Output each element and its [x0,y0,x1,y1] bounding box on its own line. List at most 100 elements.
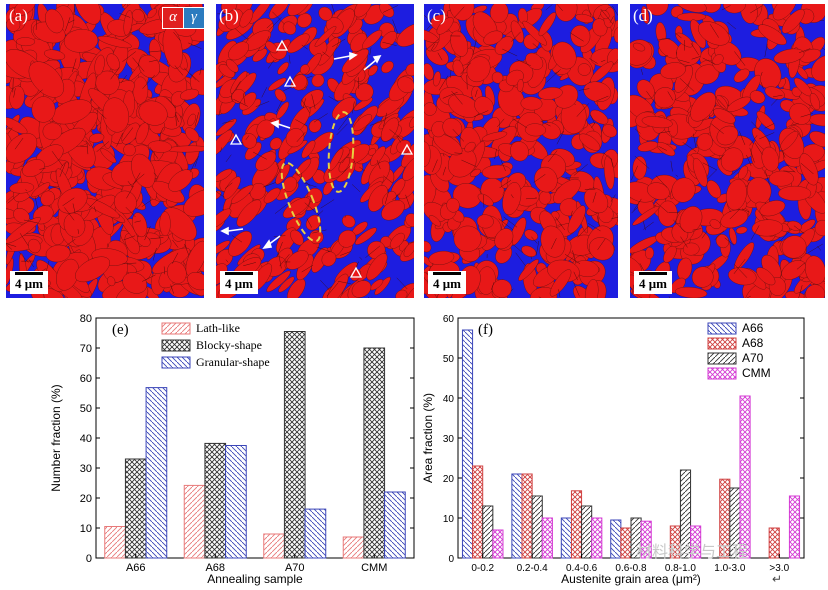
grain-texture [216,4,414,298]
scale-bar-c: 4 μm [428,271,466,294]
bar-blocky-shape-0 [124,458,147,559]
panel-label-b: (b) [219,6,239,25]
legend-label: Granular-shape [196,355,270,369]
bar-a66-1 [511,473,523,559]
panel-label-d: (d) [633,6,653,25]
x-tick-label: CMM [361,562,387,574]
legend-swatch [707,367,737,380]
scale-bar-text: 4 μm [225,276,253,291]
y-tick-label: 30 [443,434,455,445]
bar-cmm-3 [640,520,652,559]
micrograph-panel-d: (d) 4 μm [630,4,825,298]
y-tick-label: 40 [80,433,92,445]
chart-e: 0 10 20 30 40 50 60 70 80 A66 A68 A70 CMM Annealing s… [42,312,418,590]
bar-a66-2 [560,517,572,559]
micrograph-a-image [6,4,204,298]
bar-a66-3 [610,519,622,559]
scale-bar-b: 4 μm [220,271,258,294]
triangle-marker-4 [400,143,414,155]
grain-texture [6,4,204,298]
y-tick-label: 0 [86,553,92,565]
scale-bar-line [433,272,461,275]
legend-label: A68 [742,336,764,350]
micrograph-b-image [216,4,414,298]
x-axis-label: Annealing sample [207,572,303,586]
legend-label: CMM [742,366,771,380]
scale-bar-a: 4 μm [10,271,48,294]
bar-cmm-0 [492,529,504,559]
legend-swatch [161,322,191,335]
scale-bar-text: 4 μm [639,276,667,291]
scale-bar-text: 4 μm [433,276,461,291]
bar-lath-like-2 [263,533,285,559]
grain-texture [424,4,618,298]
x-axis-label: Austenite grain area (μm²) [561,572,701,586]
annotations-b [220,39,414,278]
legend-label: Lath-like [196,321,240,335]
panel-label-a: (a) [9,6,28,25]
bar-a70-0 [482,505,494,559]
bar-a68-1 [521,473,533,559]
bar-lath-like-3 [342,536,365,559]
bar-granular-shape-2 [304,508,327,559]
x-tick-label: 0.8-1.0 [665,563,697,574]
y-tick-label: 50 [443,354,455,365]
bar-granular-shape-0 [145,387,168,559]
chart-f-svg: 0 10 20 30 40 50 60 0-0.2 0.2-0.4 0.4-0.6 0.6-0.8 0… [421,314,805,586]
bar-lath-like-1 [183,484,206,559]
micrograph-panel-b: (b) 4 μm [216,4,414,298]
scale-bar-line [639,272,667,275]
grain-texture [630,4,825,298]
bar-blocky-shape-3 [363,347,386,559]
bar-a70-2 [581,505,593,559]
x-tick-label: A68 [205,562,225,574]
y-tick-label: 10 [80,523,92,535]
y-axis-label: Number fraction (%) [49,384,63,491]
triangle-marker-1 [275,39,289,51]
y-tick-label: 30 [80,463,92,475]
micrograph-d-image [630,4,825,298]
bar-a68-2 [570,490,583,559]
legend-swatch [707,337,737,350]
legend-swatch [161,356,191,369]
y-tick-label: 10 [443,514,455,525]
scale-bar-d: 4 μm [634,271,672,294]
bar-a68-3 [620,527,632,559]
return-mark: ↵ [772,572,783,586]
scale-bar-line [225,272,253,275]
bar-a68-0 [472,465,484,559]
bar-lath-like-0 [104,526,126,559]
y-tick-label: 60 [80,373,92,385]
watermark-text: 材料科学与工程 [636,542,749,561]
scale-bar-text: 4 μm [15,276,43,291]
y-tick-label: 80 [80,313,92,325]
panel-label: (e) [112,322,129,338]
legend-label: A66 [742,321,764,335]
dashed-ellipse-1 [327,111,355,193]
y-tick-label: 20 [443,474,455,485]
triangle-marker-3 [229,133,243,145]
white-arrow-markers [220,51,382,250]
bar-a68-6 [768,527,780,559]
bar-granular-shape-3 [384,491,406,559]
legend-swatch [707,322,737,335]
micrograph-c-image [424,4,618,298]
panel-label: (f) [478,322,493,338]
legend-label: Blocky-shape [196,338,262,352]
bar-cmm-1 [541,517,553,559]
y-axis-label: Area fraction (%) [421,393,435,483]
y-tick-label: 20 [80,493,92,505]
bar-a70-1 [531,495,543,559]
x-tick-label: 0.4-0.6 [566,563,598,574]
triangle-marker-5 [349,266,363,278]
x-tick-label: A70 [285,562,305,574]
alpha-legend-box: α [162,7,184,29]
scale-bar-line [15,272,43,275]
y-tick-label: 0 [448,554,454,565]
chart-f: 0 10 20 30 40 50 60 0-0.2 0.2-0.4 0.4-0.6 0.6-0.8 0… [420,312,826,590]
bar-blocky-shape-2 [283,331,306,559]
legend-label: A70 [742,351,764,365]
x-tick-label: 0.6-0.8 [615,563,647,574]
x-tick-label: A66 [126,562,146,574]
chart-e-svg: 0 10 20 30 40 50 60 70 80 A66 A68 A70 CMM Annealing s… [49,313,415,586]
